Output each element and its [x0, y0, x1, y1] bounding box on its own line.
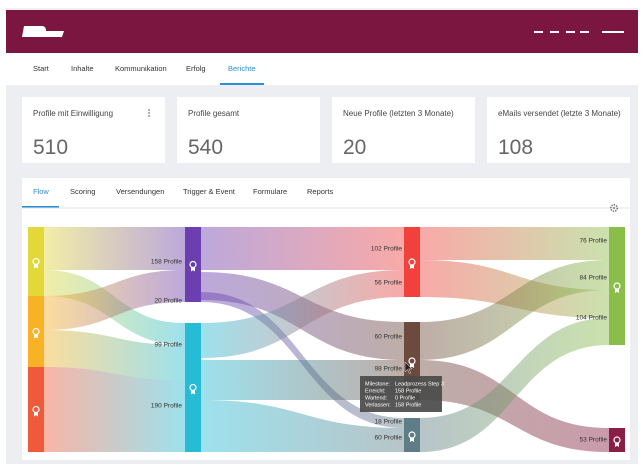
flow-label: 190 Profile — [151, 403, 182, 410]
sankey-flow — [420, 360, 609, 452]
kpi-label: eMails versendet (letzte 3 Monate) — [498, 109, 621, 118]
sankey-flow — [420, 260, 609, 318]
flow-label: 158 Profile — [151, 259, 182, 266]
tooltip-value: 158 Profile — [395, 388, 421, 394]
flow-label: 20 Profile — [155, 298, 183, 305]
node-icon — [34, 334, 38, 339]
node-icon — [191, 390, 195, 395]
sankey-flow — [44, 367, 185, 452]
flow-label: 102 Profile — [371, 246, 402, 253]
sankey-node — [404, 418, 420, 452]
sankey-node — [185, 323, 201, 452]
kpi-cards: Profile mit Einwilligung Profile gesamt … — [22, 97, 630, 163]
report-tab[interactable]: Trigger & Event — [183, 187, 236, 196]
sankey-nodes — [28, 227, 625, 452]
nav-tab[interactable]: Erfolg — [186, 64, 206, 73]
tooltip-value: Leadprozess Step 3 — [395, 381, 444, 387]
settings-icon[interactable] — [609, 204, 618, 213]
kpi-card — [487, 97, 630, 163]
menu-dashes[interactable] — [534, 31, 624, 33]
tooltip-box — [360, 376, 442, 412]
flow-label: 60 Profile — [375, 334, 403, 341]
report-tab[interactable]: Reports — [307, 187, 334, 196]
tooltip-key: Wartend: — [365, 395, 388, 401]
sankey-flow — [201, 400, 404, 452]
sankey-node — [609, 428, 625, 452]
flow-label: 56 Profile — [375, 280, 403, 287]
tooltip-value: 0 Profile — [395, 395, 415, 401]
nav-tab[interactable]: Kommunikation — [115, 64, 167, 73]
kpi-card — [332, 97, 475, 163]
node-icon — [410, 364, 414, 368]
node-icon — [34, 264, 38, 269]
sankey-flow — [201, 270, 404, 358]
flow-label: 99 Profile — [155, 342, 183, 349]
sankey-labels: 158 Profile 20 Profile 99 Profile 190 Pr… — [151, 238, 607, 444]
top-bar — [6, 10, 638, 53]
nav-bar — [6, 53, 638, 85]
node-icon — [615, 443, 619, 447]
sankey-node — [28, 367, 44, 452]
tooltip: Milestone: Leadprozess Step 3 Erreicht: … — [360, 376, 444, 412]
sankey-node — [609, 227, 625, 345]
sankey-flow — [44, 270, 185, 330]
node-icon — [615, 289, 619, 293]
kpi-value: 20 — [343, 136, 366, 159]
sankey-flows — [44, 227, 609, 452]
report-tab[interactable]: Scoring — [70, 187, 95, 196]
report-tab[interactable]: Formulare — [253, 187, 287, 196]
flow-label: 76 Profile — [580, 238, 608, 245]
sankey-flow — [201, 360, 404, 400]
active-underline — [220, 83, 264, 85]
flow-label: 18 Profile — [375, 419, 403, 426]
node-icon — [410, 265, 414, 269]
active-underline — [22, 206, 59, 208]
kpi-value: 108 — [498, 136, 533, 159]
sankey-flow — [44, 227, 185, 270]
node-icon — [191, 267, 195, 272]
node-icon — [34, 412, 38, 417]
kpi-value: 540 — [188, 136, 223, 159]
sankey-node — [404, 227, 420, 297]
node-icon — [410, 438, 414, 442]
sankey-flow — [420, 260, 609, 360]
tooltip-key: Verlassen: — [365, 402, 391, 408]
report-tab-active[interactable]: Flow — [33, 187, 49, 196]
kpi-label: Neue Profile (letzten 3 Monate) — [343, 109, 454, 118]
kpi-menu[interactable] — [148, 109, 150, 117]
mouse-cursor — [404, 361, 413, 374]
kpi-card — [22, 97, 165, 163]
kpi-value: 510 — [33, 136, 68, 159]
flow-label: 98 Profile — [375, 366, 403, 373]
tooltip-key: Milestone: — [365, 381, 391, 387]
logo[interactable] — [22, 26, 64, 37]
sankey-flow — [44, 330, 185, 380]
flow-label: 84 Profile — [580, 275, 608, 282]
report-tab[interactable]: Versendungen — [116, 187, 164, 196]
sankey-node — [185, 227, 201, 302]
tooltip-key: Erreicht: — [365, 388, 386, 394]
nav-tab-active[interactable]: Berichte — [228, 64, 256, 73]
sankey-flow — [201, 227, 404, 270]
kpi-card — [177, 97, 320, 163]
nav-tab[interactable]: Start — [33, 64, 50, 73]
flow-label: 104 Profile — [576, 315, 607, 322]
flow-label: 53 Profile — [580, 437, 608, 444]
flow-label: 60 Profile — [375, 435, 403, 442]
nav-tab[interactable]: Inhalte — [71, 64, 94, 73]
sankey-node — [28, 296, 44, 367]
sankey-flow — [420, 227, 609, 260]
sankey-flow — [420, 318, 609, 452]
kpi-label: Profile mit Einwilligung — [33, 109, 113, 118]
kpi-label: Profile gesamt — [188, 109, 240, 118]
tooltip-value: 158 Profile — [395, 402, 421, 408]
sankey-node — [28, 227, 44, 296]
